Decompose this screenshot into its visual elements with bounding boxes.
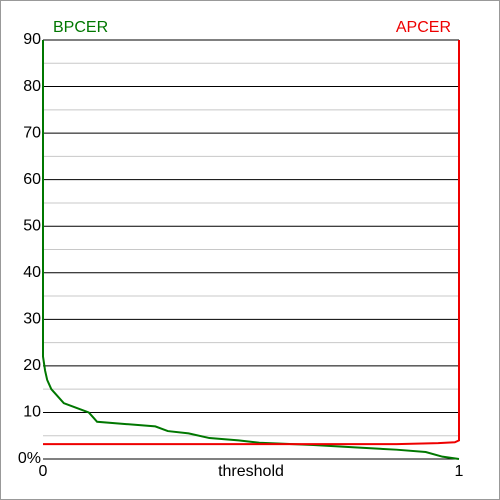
y-tick-label: 30	[23, 311, 41, 328]
y-tick-label: 50	[23, 217, 41, 234]
legend-label: APCER	[396, 19, 451, 36]
y-tick-label: 20	[23, 357, 41, 374]
y-tick-label: 80	[23, 78, 41, 95]
y-tick-label: 70	[23, 124, 41, 141]
y-tick-label: 40	[23, 264, 41, 281]
y-tick-label: 10	[23, 404, 41, 421]
y-tick-label: 90	[23, 31, 41, 48]
x-tick-label: 1	[455, 463, 464, 480]
legend-label: BPCER	[53, 19, 108, 36]
y-tick-label: 60	[23, 171, 41, 188]
series-line	[42, 40, 460, 460]
x-axis-label: threshold	[218, 463, 284, 480]
x-tick-label: 0	[39, 463, 48, 480]
series-line	[43, 40, 460, 446]
y-tick-label: 0%	[18, 450, 41, 467]
